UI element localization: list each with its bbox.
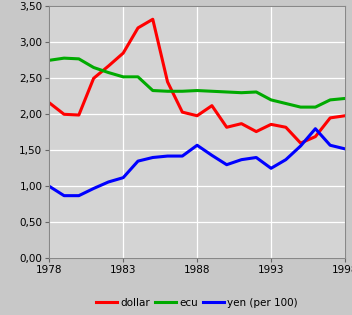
yen (per 100) (269, 166, 273, 170)
Legend: dollar, ecu, yen (per 100): dollar, ecu, yen (per 100) (92, 294, 302, 312)
yen (per 100) (210, 153, 214, 157)
ecu (298, 105, 303, 109)
ecu (210, 89, 214, 93)
yen (per 100) (239, 158, 244, 162)
dollar (151, 17, 155, 21)
yen (per 100) (106, 180, 111, 184)
ecu (121, 75, 125, 79)
yen (per 100) (195, 143, 199, 147)
dollar (313, 135, 318, 139)
yen (per 100) (298, 144, 303, 148)
dollar (180, 110, 184, 114)
dollar (328, 116, 332, 120)
yen (per 100) (47, 184, 51, 188)
yen (per 100) (62, 194, 66, 198)
dollar (62, 112, 66, 116)
dollar (165, 80, 170, 84)
yen (per 100) (343, 147, 347, 151)
yen (per 100) (77, 194, 81, 198)
yen (per 100) (284, 158, 288, 162)
dollar (225, 125, 229, 129)
ecu (239, 91, 244, 94)
yen (per 100) (92, 186, 96, 190)
Line: yen (per 100): yen (per 100) (49, 129, 345, 196)
dollar (136, 26, 140, 30)
dollar (195, 114, 199, 117)
Line: ecu: ecu (49, 58, 345, 107)
ecu (47, 58, 51, 62)
ecu (328, 98, 332, 102)
yen (per 100) (165, 154, 170, 158)
ecu (92, 66, 96, 69)
ecu (313, 105, 318, 109)
ecu (225, 90, 229, 94)
yen (per 100) (121, 176, 125, 180)
Line: dollar: dollar (49, 19, 345, 143)
dollar (254, 130, 258, 134)
ecu (343, 97, 347, 100)
ecu (62, 56, 66, 60)
dollar (269, 123, 273, 126)
yen (per 100) (254, 156, 258, 159)
dollar (47, 101, 51, 105)
dollar (210, 104, 214, 107)
ecu (284, 102, 288, 106)
dollar (92, 77, 96, 80)
yen (per 100) (136, 159, 140, 163)
yen (per 100) (225, 163, 229, 167)
yen (per 100) (313, 127, 318, 131)
dollar (77, 113, 81, 117)
yen (per 100) (328, 143, 332, 147)
dollar (106, 64, 111, 68)
ecu (165, 89, 170, 93)
ecu (269, 98, 273, 102)
ecu (254, 90, 258, 94)
ecu (180, 89, 184, 93)
ecu (77, 57, 81, 61)
yen (per 100) (151, 156, 155, 159)
dollar (239, 122, 244, 126)
ecu (151, 89, 155, 92)
dollar (121, 51, 125, 55)
dollar (343, 114, 347, 117)
dollar (284, 125, 288, 129)
ecu (106, 71, 111, 74)
ecu (195, 89, 199, 92)
dollar (298, 141, 303, 145)
ecu (136, 75, 140, 79)
yen (per 100) (180, 154, 184, 158)
